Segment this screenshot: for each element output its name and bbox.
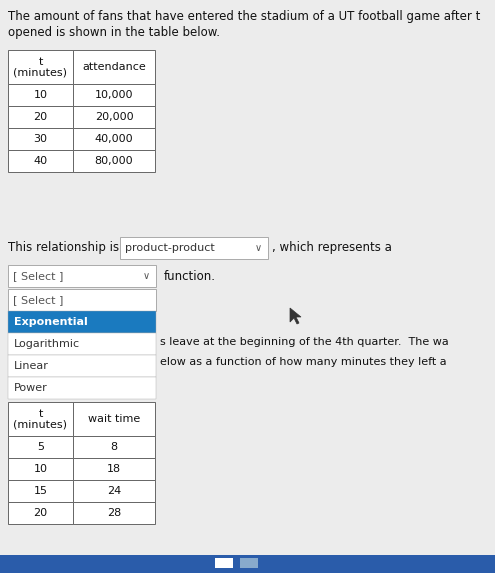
Bar [240,558,258,568]
Bar [8,311,156,333]
Bar [8,50,73,84]
Bar [215,558,233,568]
Bar [73,402,155,436]
Text: wait time: wait time [88,414,140,424]
Bar [73,50,155,84]
Bar [8,436,73,458]
Bar [8,377,156,399]
Text: [ Select ]: [ Select ] [13,295,63,305]
Text: s leave at the beginning of the 4th quarter.  The wa: s leave at the beginning of the 4th quar… [160,337,449,347]
Text: 10,000: 10,000 [95,90,133,100]
Bar [120,237,268,259]
Text: Linear: Linear [14,361,49,371]
Text: [ Select ]: [ Select ] [13,271,63,281]
Bar [73,502,155,524]
Bar [8,84,73,106]
Bar [73,150,155,172]
Bar [8,106,73,128]
Text: 18: 18 [107,464,121,474]
Polygon shape [290,308,301,324]
Text: This relationship is: This relationship is [8,241,119,254]
Bar [8,480,73,502]
Text: 10: 10 [34,90,48,100]
Bar [8,355,156,377]
Text: 28: 28 [107,508,121,518]
Text: Power: Power [14,383,48,393]
Bar [73,436,155,458]
Text: opened is shown in the table below.: opened is shown in the table below. [8,26,220,39]
Text: 15: 15 [34,486,48,496]
Bar [73,480,155,502]
Bar [73,458,155,480]
Bar [8,289,156,311]
Text: The amount of fans that have entered the stadium of a UT football game after t: The amount of fans that have entered the… [8,10,480,23]
Text: function.: function. [164,269,216,282]
Bar [8,150,73,172]
Text: 20,000: 20,000 [95,112,133,122]
Text: 40,000: 40,000 [95,134,133,144]
Text: ∨: ∨ [255,243,262,253]
Bar [73,84,155,106]
Text: t
(minutes): t (minutes) [13,409,67,429]
Text: 20: 20 [34,508,48,518]
Bar [73,106,155,128]
Bar [8,333,156,355]
Bar [8,265,156,287]
Text: 20: 20 [34,112,48,122]
Text: 80,000: 80,000 [95,156,133,166]
Text: 40: 40 [34,156,48,166]
Text: 24: 24 [107,486,121,496]
Text: Exponential: Exponential [14,317,88,327]
Text: attendance: attendance [82,62,146,72]
Bar [8,128,73,150]
Text: Logarithmic: Logarithmic [14,339,80,349]
Bar [8,502,73,524]
Bar [8,402,73,436]
Text: , which represents a: , which represents a [272,241,392,254]
Text: 5: 5 [37,442,44,452]
Bar [0,555,495,573]
Text: ∨: ∨ [143,271,150,281]
Text: 30: 30 [34,134,48,144]
Bar [73,128,155,150]
Text: 8: 8 [110,442,118,452]
Text: product-product: product-product [125,243,215,253]
Text: elow as a function of how many minutes they left a: elow as a function of how many minutes t… [160,357,446,367]
Text: 10: 10 [34,464,48,474]
Bar [8,458,73,480]
Text: t
(minutes): t (minutes) [13,57,67,77]
